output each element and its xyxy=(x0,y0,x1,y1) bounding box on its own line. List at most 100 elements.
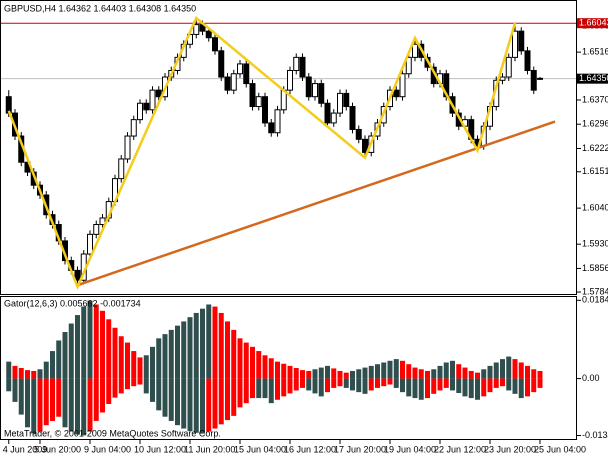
y-tick-label: 0.018484 xyxy=(582,295,608,305)
gator-bar xyxy=(412,367,418,379)
gator-bar xyxy=(318,378,324,397)
gator-bar xyxy=(312,378,318,394)
gator-bar xyxy=(6,378,12,392)
gator-bar xyxy=(250,346,255,379)
gator-bar xyxy=(537,370,543,379)
gator-bar xyxy=(462,378,468,397)
gator-bar xyxy=(425,378,430,399)
gator-bar xyxy=(243,378,249,404)
candle-body xyxy=(362,138,368,153)
copyright: MetaTrader, © 2001-2009 MetaQuotes Softw… xyxy=(4,428,221,438)
gator-bar xyxy=(106,319,112,379)
gator-bar xyxy=(400,378,405,393)
gator-bar xyxy=(137,378,143,385)
gator-bar xyxy=(493,362,499,379)
gator-bar xyxy=(406,378,412,397)
price-panel-frame xyxy=(0,0,577,295)
gator-bar xyxy=(68,323,74,379)
gator-bar xyxy=(387,378,393,385)
candle-body xyxy=(274,109,281,134)
gator-bar xyxy=(250,378,255,399)
gator-bar xyxy=(18,368,24,379)
gator-bar xyxy=(362,367,368,379)
candle-body xyxy=(505,56,512,78)
gator-bar xyxy=(462,367,468,379)
gator-bar xyxy=(206,378,212,432)
gator-bar xyxy=(450,360,455,379)
y-tick-label: 1.63700 xyxy=(582,94,608,104)
gator-bar xyxy=(331,368,337,379)
gator-bar xyxy=(500,359,505,379)
gator-bar xyxy=(62,332,68,379)
gator-bar xyxy=(475,378,480,400)
candle-body xyxy=(93,224,100,235)
candle-body xyxy=(393,89,400,98)
gator-bar xyxy=(37,369,43,379)
gator-bar xyxy=(525,378,530,397)
candle-body xyxy=(343,92,350,108)
gator-bar xyxy=(212,378,218,429)
gator-bar xyxy=(87,378,93,432)
x-tick-label: 23 Jun 20:00 xyxy=(484,444,536,454)
gator-bar xyxy=(262,355,268,379)
gator-bar xyxy=(162,378,168,417)
gator-bar xyxy=(156,378,162,411)
gator-bar xyxy=(350,378,355,391)
candle-body xyxy=(212,37,218,52)
gator-bar xyxy=(293,368,299,379)
candle-body xyxy=(137,102,143,121)
gator-bar xyxy=(368,365,374,379)
gator-bar xyxy=(231,378,237,416)
candle-body xyxy=(249,83,256,108)
gator-bar xyxy=(118,336,124,379)
gator-bar xyxy=(300,378,305,388)
gator-bar xyxy=(487,365,493,379)
x-tick-label: 4 Jun 2009 xyxy=(3,444,48,454)
x-tick-label: 25 Jun 04:00 xyxy=(534,444,586,454)
gator-bar xyxy=(275,378,280,400)
gator-bar xyxy=(93,304,99,379)
candle-body xyxy=(118,158,125,180)
candle-body xyxy=(337,92,343,114)
candle-body xyxy=(349,106,356,130)
gator-bar xyxy=(81,306,87,379)
candle-body xyxy=(324,102,331,124)
gator-bar xyxy=(118,378,124,394)
candle-body xyxy=(512,30,518,58)
candle-body xyxy=(305,76,312,98)
candle-body xyxy=(143,102,150,111)
gator-bar xyxy=(18,378,24,415)
gator-bar xyxy=(62,378,68,428)
level-label: 1.66043 xyxy=(579,18,608,28)
candle-body xyxy=(99,217,106,226)
gator-bar xyxy=(325,365,330,379)
gator-bar xyxy=(381,362,387,379)
y-tick-label: 1.60400 xyxy=(582,203,608,213)
candle-body xyxy=(412,43,418,58)
zigzag-line xyxy=(7,16,517,291)
gator-bar xyxy=(306,378,312,391)
gator-bar xyxy=(112,378,118,398)
gator-bar xyxy=(312,369,318,379)
y-tick-label: 0.00 xyxy=(582,373,600,383)
gator-bar xyxy=(456,364,462,379)
candle-body xyxy=(537,77,543,80)
gator-bar xyxy=(56,378,62,417)
candle-body xyxy=(299,56,306,78)
gator-bar xyxy=(262,378,268,399)
candle-body xyxy=(218,50,225,78)
gator-bar xyxy=(175,378,180,426)
gator-bar xyxy=(468,370,474,379)
candle-body xyxy=(205,30,212,39)
candle-body xyxy=(293,56,300,71)
gator-bar xyxy=(481,378,487,397)
gator-bar xyxy=(131,351,137,379)
candle-body xyxy=(524,50,531,71)
gator-bar xyxy=(425,370,430,379)
gator-bar xyxy=(375,364,380,379)
gator-bar xyxy=(356,378,362,393)
gator-bar xyxy=(456,378,462,393)
gator-bar xyxy=(6,361,12,379)
candle-body xyxy=(193,24,200,35)
